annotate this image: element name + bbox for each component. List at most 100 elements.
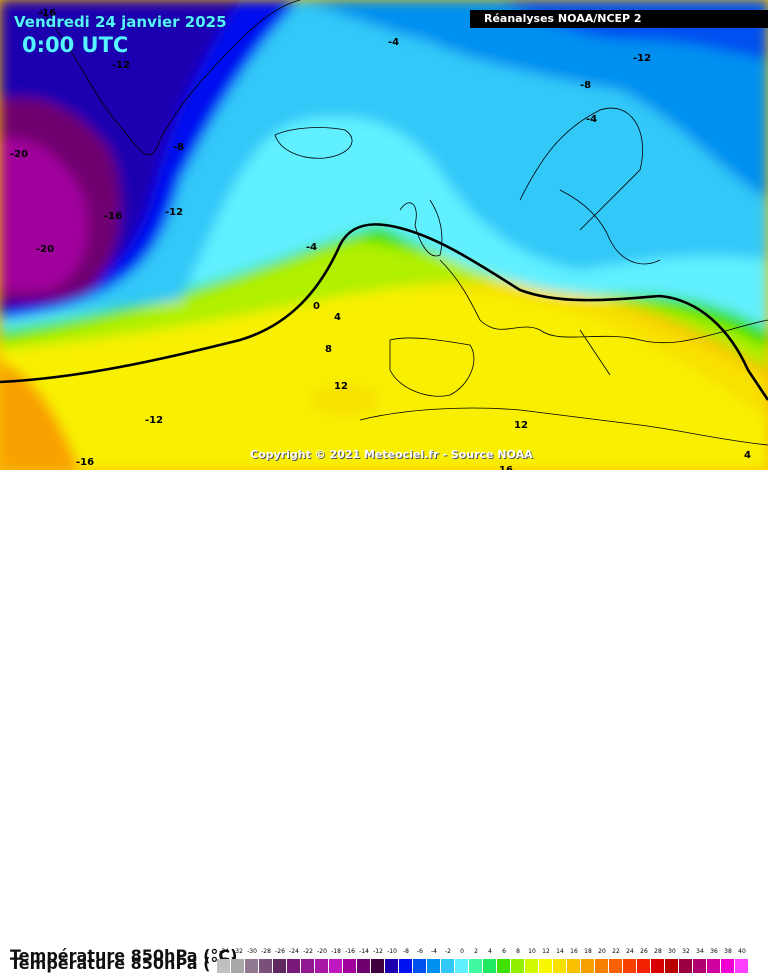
coastlines [39, 0, 768, 446]
legend-footer: Température 850hPa (°C) Température 850h… [0, 470, 768, 973]
scale-label: -10 [387, 948, 397, 955]
italy-coast [579, 329, 611, 376]
scale-label: -24 [289, 948, 299, 955]
scale-swatch [553, 959, 567, 973]
copyright-notice: Copyright © 2021 Meteociel.fr - Source N… [250, 448, 533, 461]
scandinavia-coast [519, 107, 643, 231]
iso-label: -4 [388, 37, 399, 48]
scale-label: 16 [570, 948, 578, 955]
isotherm-labels: -16 -12 -20 -16 -20 -12 -8 -4 -8 -12 -4 … [10, 8, 751, 470]
map-canvas: -16 -12 -20 -16 -20 -12 -8 -4 -8 -12 -4 … [0, 0, 768, 470]
scale-swatch [721, 959, 735, 973]
scale-swatch [707, 959, 721, 973]
scale-label: 14 [556, 948, 564, 955]
scale-swatch [455, 959, 469, 973]
scale-swatch [483, 959, 497, 973]
data-source-banner: Réanalyses NOAA/NCEP 2 [470, 10, 768, 28]
scale-swatch [287, 959, 301, 973]
scale-swatch [595, 959, 609, 973]
scale-label: 32 [682, 948, 690, 955]
scale-swatch [427, 959, 441, 973]
field-12-spain [310, 384, 380, 416]
scale-label: 40 [738, 948, 746, 955]
scale-label: 6 [502, 948, 506, 955]
field-m8 [0, 0, 768, 200]
iso-label: 8 [325, 344, 332, 355]
scale-label: -30 [247, 948, 257, 955]
scale-label: 10 [528, 948, 536, 955]
scale-label: -22 [303, 948, 313, 955]
scale-label: -18 [331, 948, 341, 955]
scale-swatch [665, 959, 679, 973]
scale-swatches [217, 959, 749, 973]
scale-swatch [301, 959, 315, 973]
scale-swatch [273, 959, 287, 973]
iso-label: -20 [10, 149, 28, 160]
scale-label: -6 [417, 948, 423, 955]
scale-label: -32 [233, 948, 243, 955]
scale-swatch [385, 959, 399, 973]
iso-label: -16 [76, 457, 94, 468]
scale-label: -8 [403, 948, 409, 955]
africa-coast [359, 407, 768, 446]
scale-swatch [343, 959, 357, 973]
scale-label: 34 [696, 948, 704, 955]
iceland-coast [274, 127, 353, 159]
scale-label: -28 [261, 948, 271, 955]
scale-label: 36 [710, 948, 718, 955]
iso-label: -8 [173, 142, 184, 153]
scale-label: 8 [516, 948, 520, 955]
scale-swatch [315, 959, 329, 973]
iso-label: -12 [633, 53, 651, 64]
forecast-date: Vendredi 24 janvier 2025 [14, 13, 227, 31]
iberia-coast [389, 337, 475, 397]
iso-label: 12 [514, 420, 528, 431]
scale-swatch [399, 959, 413, 973]
scale-label: 30 [668, 948, 676, 955]
scale-label: 2 [474, 948, 478, 955]
iso-label: -4 [306, 242, 317, 253]
scale-swatch [679, 959, 693, 973]
scale-label: 22 [612, 948, 620, 955]
iso-label: -4 [586, 114, 597, 125]
scale-label: 18 [584, 948, 592, 955]
field-m4-island [360, 37, 450, 93]
scale-swatch [413, 959, 427, 973]
scale-swatch [609, 959, 623, 973]
scale-swatch [581, 959, 595, 973]
field-10 [0, 287, 768, 470]
iso-label: -20 [36, 244, 54, 255]
scale-label: -16 [345, 948, 355, 955]
scale-label: 24 [626, 948, 634, 955]
iso-label: -12 [165, 207, 183, 218]
scale-swatch [357, 959, 371, 973]
scale-swatch [525, 959, 539, 973]
scale-label: -26 [275, 948, 285, 955]
field-m22 [0, 138, 89, 293]
legend-title-shadow: Température 850hPa (°C) [10, 954, 238, 973]
scale-label: 0 [460, 948, 464, 955]
iso-label: 4 [334, 312, 341, 323]
scale-swatch [245, 959, 259, 973]
scale-swatch [259, 959, 273, 973]
scale-label: -4 [431, 948, 437, 955]
scale-swatch [231, 959, 245, 973]
scale-label: -14 [359, 948, 369, 955]
scale-swatch [735, 959, 749, 973]
iso-label: 12 [334, 381, 348, 392]
scale-label: 28 [654, 948, 662, 955]
scale-label: 38 [724, 948, 732, 955]
scale-swatch [497, 959, 511, 973]
scale-swatch [217, 959, 231, 973]
iso-label: -16 [104, 211, 122, 222]
iso-label: -12 [145, 415, 163, 426]
scale-swatch [623, 959, 637, 973]
scale-label: -2 [445, 948, 451, 955]
scale-swatch [329, 959, 343, 973]
scale-swatch [511, 959, 525, 973]
iso-label: 16 [499, 465, 513, 470]
baltic-coast [559, 189, 661, 265]
scale-label: 4 [488, 948, 492, 955]
field-m4-scandinavia [545, 115, 635, 175]
iso-label: -8 [580, 80, 591, 91]
